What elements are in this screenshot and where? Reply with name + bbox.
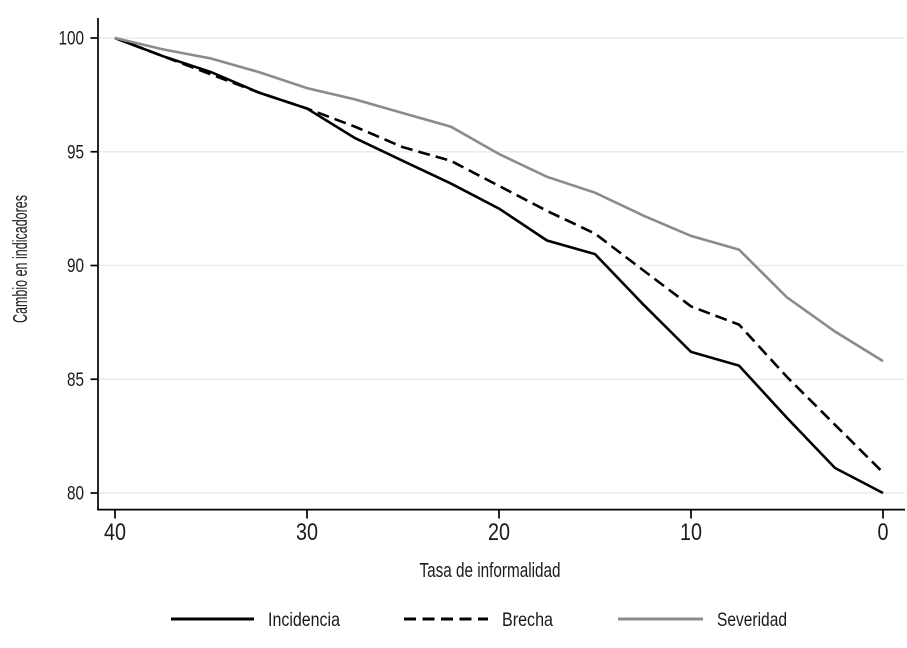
legend: Incidencia Brecha Severidad — [171, 609, 787, 631]
legend-item-severidad: Severidad — [618, 609, 787, 631]
x-tick-label-20: 20 — [488, 519, 510, 546]
y-tick-label-80: 80 — [67, 484, 84, 505]
x-tick-label-40: 40 — [104, 519, 126, 546]
x-axis-ticks: 40 30 20 10 0 — [104, 510, 889, 546]
legend-label-brecha: Brecha — [502, 609, 553, 631]
x-tick-label-10: 10 — [680, 519, 702, 546]
y-tick-label-95: 95 — [67, 142, 84, 163]
gridlines — [98, 37, 905, 494]
y-axis-ticks: 80 85 90 95 100 — [59, 29, 98, 505]
x-axis-title: Tasa de informalidad — [420, 560, 561, 582]
axes — [97, 18, 905, 511]
series-line-brecha — [114, 36, 884, 474]
y-axis-title: Cambio en indicadores — [10, 195, 32, 323]
legend-item-brecha: Brecha — [404, 609, 553, 631]
legend-item-incidencia: Incidencia — [171, 609, 340, 631]
y-tick-label-85: 85 — [67, 370, 84, 391]
series-line-severidad — [114, 36, 884, 363]
legend-label-severidad: Severidad — [717, 609, 787, 631]
legend-label-incidencia: Incidencia — [268, 609, 340, 631]
y-tick-label-90: 90 — [67, 256, 84, 277]
x-tick-label-30: 30 — [296, 519, 318, 546]
x-tick-label-0: 0 — [878, 519, 889, 546]
series-lines — [114, 36, 884, 495]
y-tick-label-100: 100 — [59, 29, 85, 50]
